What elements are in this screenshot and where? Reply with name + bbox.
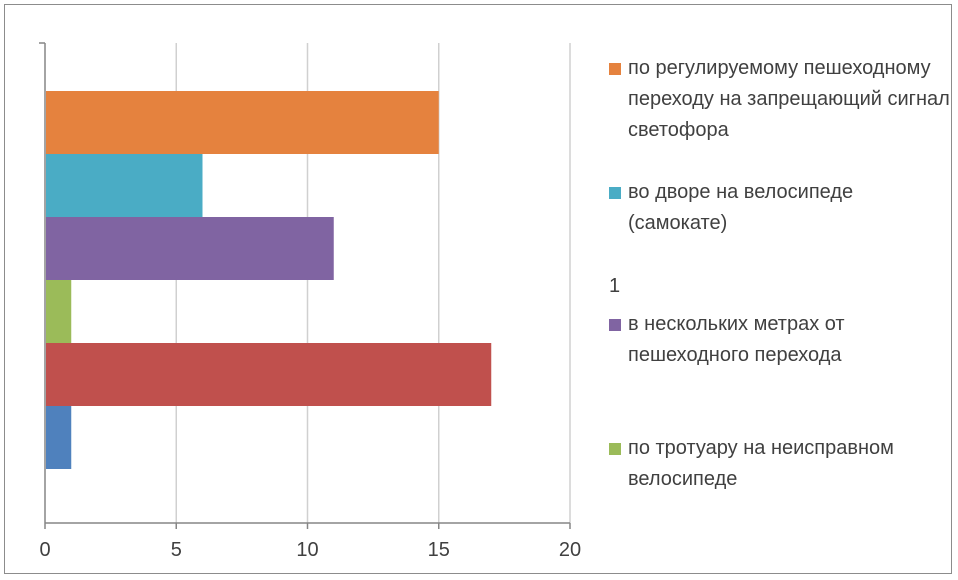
legend-swatch-1 (609, 63, 621, 75)
bar (46, 217, 334, 280)
legend-label-2: во дворе на велосипеде (самокате) (628, 181, 854, 234)
legend-item-2: во дворе на велосипеде (самокате) (609, 177, 954, 239)
legend-item-5: по тротуару на неисправном велосипеде (609, 433, 954, 495)
legend-item-1: по регулируемому пешеходному переходу на… (609, 53, 954, 146)
x-tick-label: 5 (171, 539, 182, 561)
legend-label-4: в нескольких метрах от пешеходного перех… (628, 313, 845, 366)
x-tick-label: 20 (559, 539, 581, 561)
bar (46, 91, 439, 154)
legend-label-1: по регулируемому пешеходному переходу на… (628, 57, 950, 141)
bar (46, 280, 72, 343)
bar-chart: 0 5 10 15 20 (39, 42, 581, 561)
legend-label-5: по тротуару на неисправном велосипеде (628, 437, 894, 490)
bar (46, 154, 203, 217)
legend-swatch-2 (609, 187, 621, 199)
bar (46, 406, 72, 469)
bar (46, 343, 492, 406)
x-tick-label: 10 (296, 539, 318, 561)
x-tick-label: 15 (428, 539, 450, 561)
legend-item-4: в нескольких метрах от пешеходного перех… (609, 309, 954, 371)
legend-swatch-5 (609, 443, 621, 455)
legend-swatch-4 (609, 319, 621, 331)
chart-frame: 0 5 10 15 20 по регулируемому пешеходному пе… (4, 4, 952, 574)
x-tick-label: 0 (39, 539, 50, 561)
legend-label-3: 1 (609, 275, 621, 297)
legend-item-3: 1 (609, 271, 954, 302)
